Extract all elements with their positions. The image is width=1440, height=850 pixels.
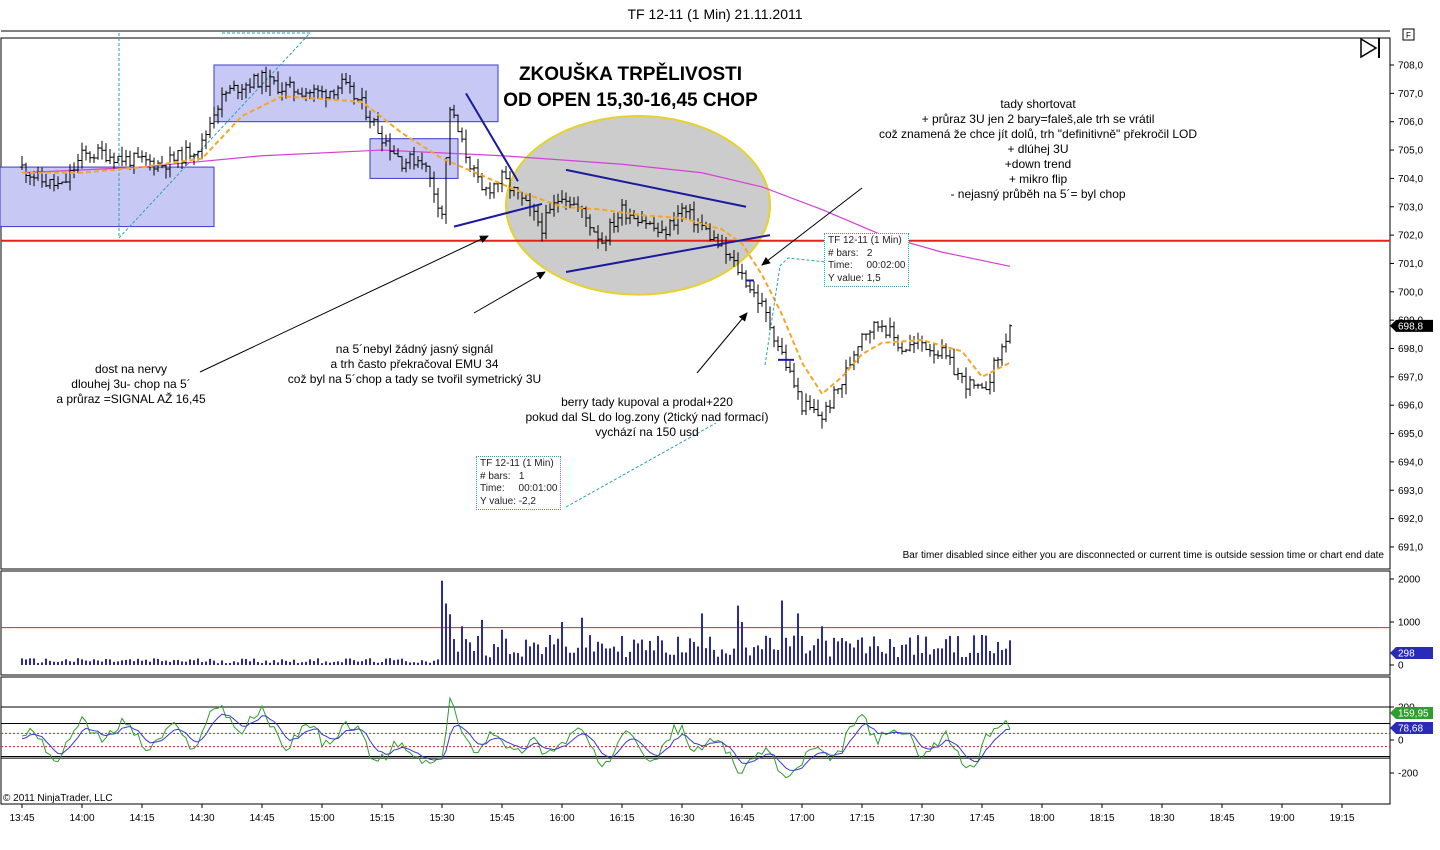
chart-title: TF 12-11 (1 Min) 21.11.2011 <box>627 6 802 22</box>
price-tick-label: 691,0 <box>1398 542 1423 553</box>
volume-tick-label: 1000 <box>1398 618 1421 629</box>
price-tick-label: 701,0 <box>1398 259 1423 270</box>
tooltip-title: TF 12-11 (1 Min) <box>828 235 905 248</box>
tooltip-time: Time: 00:01:00 <box>480 483 557 496</box>
time-tick-label: 16:30 <box>669 813 694 824</box>
shortovat-annotation: tady shortovat + průraz 3U jen 2 bary=fa… <box>838 97 1238 202</box>
time-tick-label: 17:30 <box>909 813 934 824</box>
time-tick-label: 17:00 <box>789 813 814 824</box>
time-tick-label: 16:45 <box>729 813 754 824</box>
oscillator-green-tag-label: 159,95 <box>1398 709 1429 720</box>
price-tick-label: 694,0 <box>1398 457 1423 468</box>
volume-last-tag: 298 <box>1390 647 1433 660</box>
oscillator-green-tag: 159,95 <box>1390 707 1433 720</box>
price-tick-label: 705,0 <box>1398 146 1423 157</box>
price-tick-label: 702,0 <box>1398 231 1423 242</box>
time-tick-label: 19:15 <box>1329 813 1354 824</box>
volume-tick-label: 0 <box>1398 661 1404 672</box>
oscillator-tick-label: -200 <box>1398 769 1418 780</box>
oscillator-blue-tag-label: 78,68 <box>1398 724 1423 735</box>
oscillator-panel <box>1 677 1390 804</box>
last-price-tag-label: 698,8 <box>1398 321 1423 332</box>
time-tick-label: 13:45 <box>9 813 34 824</box>
time-tick-label: 17:15 <box>849 813 874 824</box>
time-tick-label: 14:45 <box>249 813 274 824</box>
price-tick-label: 695,0 <box>1398 429 1423 440</box>
toolbar-f-label: F <box>1406 31 1411 40</box>
price-tick-label: 693,0 <box>1398 486 1423 497</box>
price-tick-label: 703,0 <box>1398 202 1423 213</box>
time-tick-label: 15:45 <box>489 813 514 824</box>
bar-timer-message: Bar timer disabled since either you are … <box>903 550 1385 561</box>
time-tick-label: 15:00 <box>309 813 334 824</box>
time-tick-label: 18:00 <box>1029 813 1054 824</box>
oscillator-blue-tag: 78,68 <box>1390 722 1433 735</box>
tooltip-title: TF 12-11 (1 Min) <box>480 458 557 471</box>
time-tick-label: 16:15 <box>609 813 634 824</box>
time-tick-label: 14:15 <box>129 813 154 824</box>
time-tick-label: 14:30 <box>189 813 214 824</box>
box-b <box>214 65 498 122</box>
price-tick-label: 692,0 <box>1398 514 1423 525</box>
time-tick-label: 18:30 <box>1149 813 1174 824</box>
oscillator-tick-label: 0 <box>1398 736 1404 747</box>
time-tick-label: 15:30 <box>429 813 454 824</box>
time-axis: 13:45 14:00 14:15 14:30 14:45 15:00 15:15 15:30… <box>9 804 1354 824</box>
price-tick-label: 697,0 <box>1398 372 1423 383</box>
price-axis: 708,0 707,0 706,0 705,0 704,0 703,0 702,0 701,0… <box>1390 61 1423 554</box>
price-tick-label: 700,0 <box>1398 287 1423 298</box>
time-tick-label: 18:45 <box>1209 813 1234 824</box>
price-tick-label: 706,0 <box>1398 117 1423 128</box>
price-tick-label: 704,0 <box>1398 174 1423 185</box>
copyright: © 2011 NinjaTrader, LLC <box>3 793 113 804</box>
price-tick-label: 698,0 <box>1398 344 1423 355</box>
price-tick-label: 708,0 <box>1398 61 1423 72</box>
signal5-annotation: na 5´nebyl žádný jasný signál a trh čast… <box>252 342 577 387</box>
time-tick-label: 15:15 <box>369 813 394 824</box>
tooltip-bars: # bars: 2 <box>828 248 905 261</box>
price-tick-label: 707,0 <box>1398 89 1423 100</box>
time-tick-label: 16:00 <box>549 813 574 824</box>
time-tick-label: 14:00 <box>69 813 94 824</box>
time-tick-label: 17:45 <box>969 813 994 824</box>
price-tick-label: 696,0 <box>1398 401 1423 412</box>
toolbar-f-button[interactable]: F <box>1403 29 1414 40</box>
last-price-tag: 698,8 <box>1390 320 1433 333</box>
crosshair-tooltip-2: TF 12-11 (1 Min) # bars: 1 Time: 00:01:00 Y… <box>476 456 561 510</box>
box-a <box>0 167 214 227</box>
nervy-annotation: dost na nervy dlouhej 3u- chop na 5´ a p… <box>38 362 224 407</box>
tooltip-yvalue: Y value: -2,2 <box>480 496 557 509</box>
volume-tick-label: 2000 <box>1398 575 1421 586</box>
berry-annotation: berry tady kupoval a prodal+220 pokud da… <box>492 395 802 440</box>
tooltip-yvalue: Y value: 1,5 <box>828 273 905 286</box>
volume-last-tag-label: 298 <box>1398 649 1415 660</box>
crosshair-tooltip-1: TF 12-11 (1 Min) # bars: 2 Time: 00:02:00 Y… <box>824 233 909 287</box>
headline-annotation: ZKOUŠKA TRPĚLIVOSTI OD OPEN 15,30-16,45 … <box>478 62 783 114</box>
time-tick-label: 19:00 <box>1269 813 1294 824</box>
time-tick-label: 18:15 <box>1089 813 1114 824</box>
tooltip-bars: # bars: 1 <box>480 471 557 484</box>
tooltip-time: Time: 00:02:00 <box>828 260 905 273</box>
